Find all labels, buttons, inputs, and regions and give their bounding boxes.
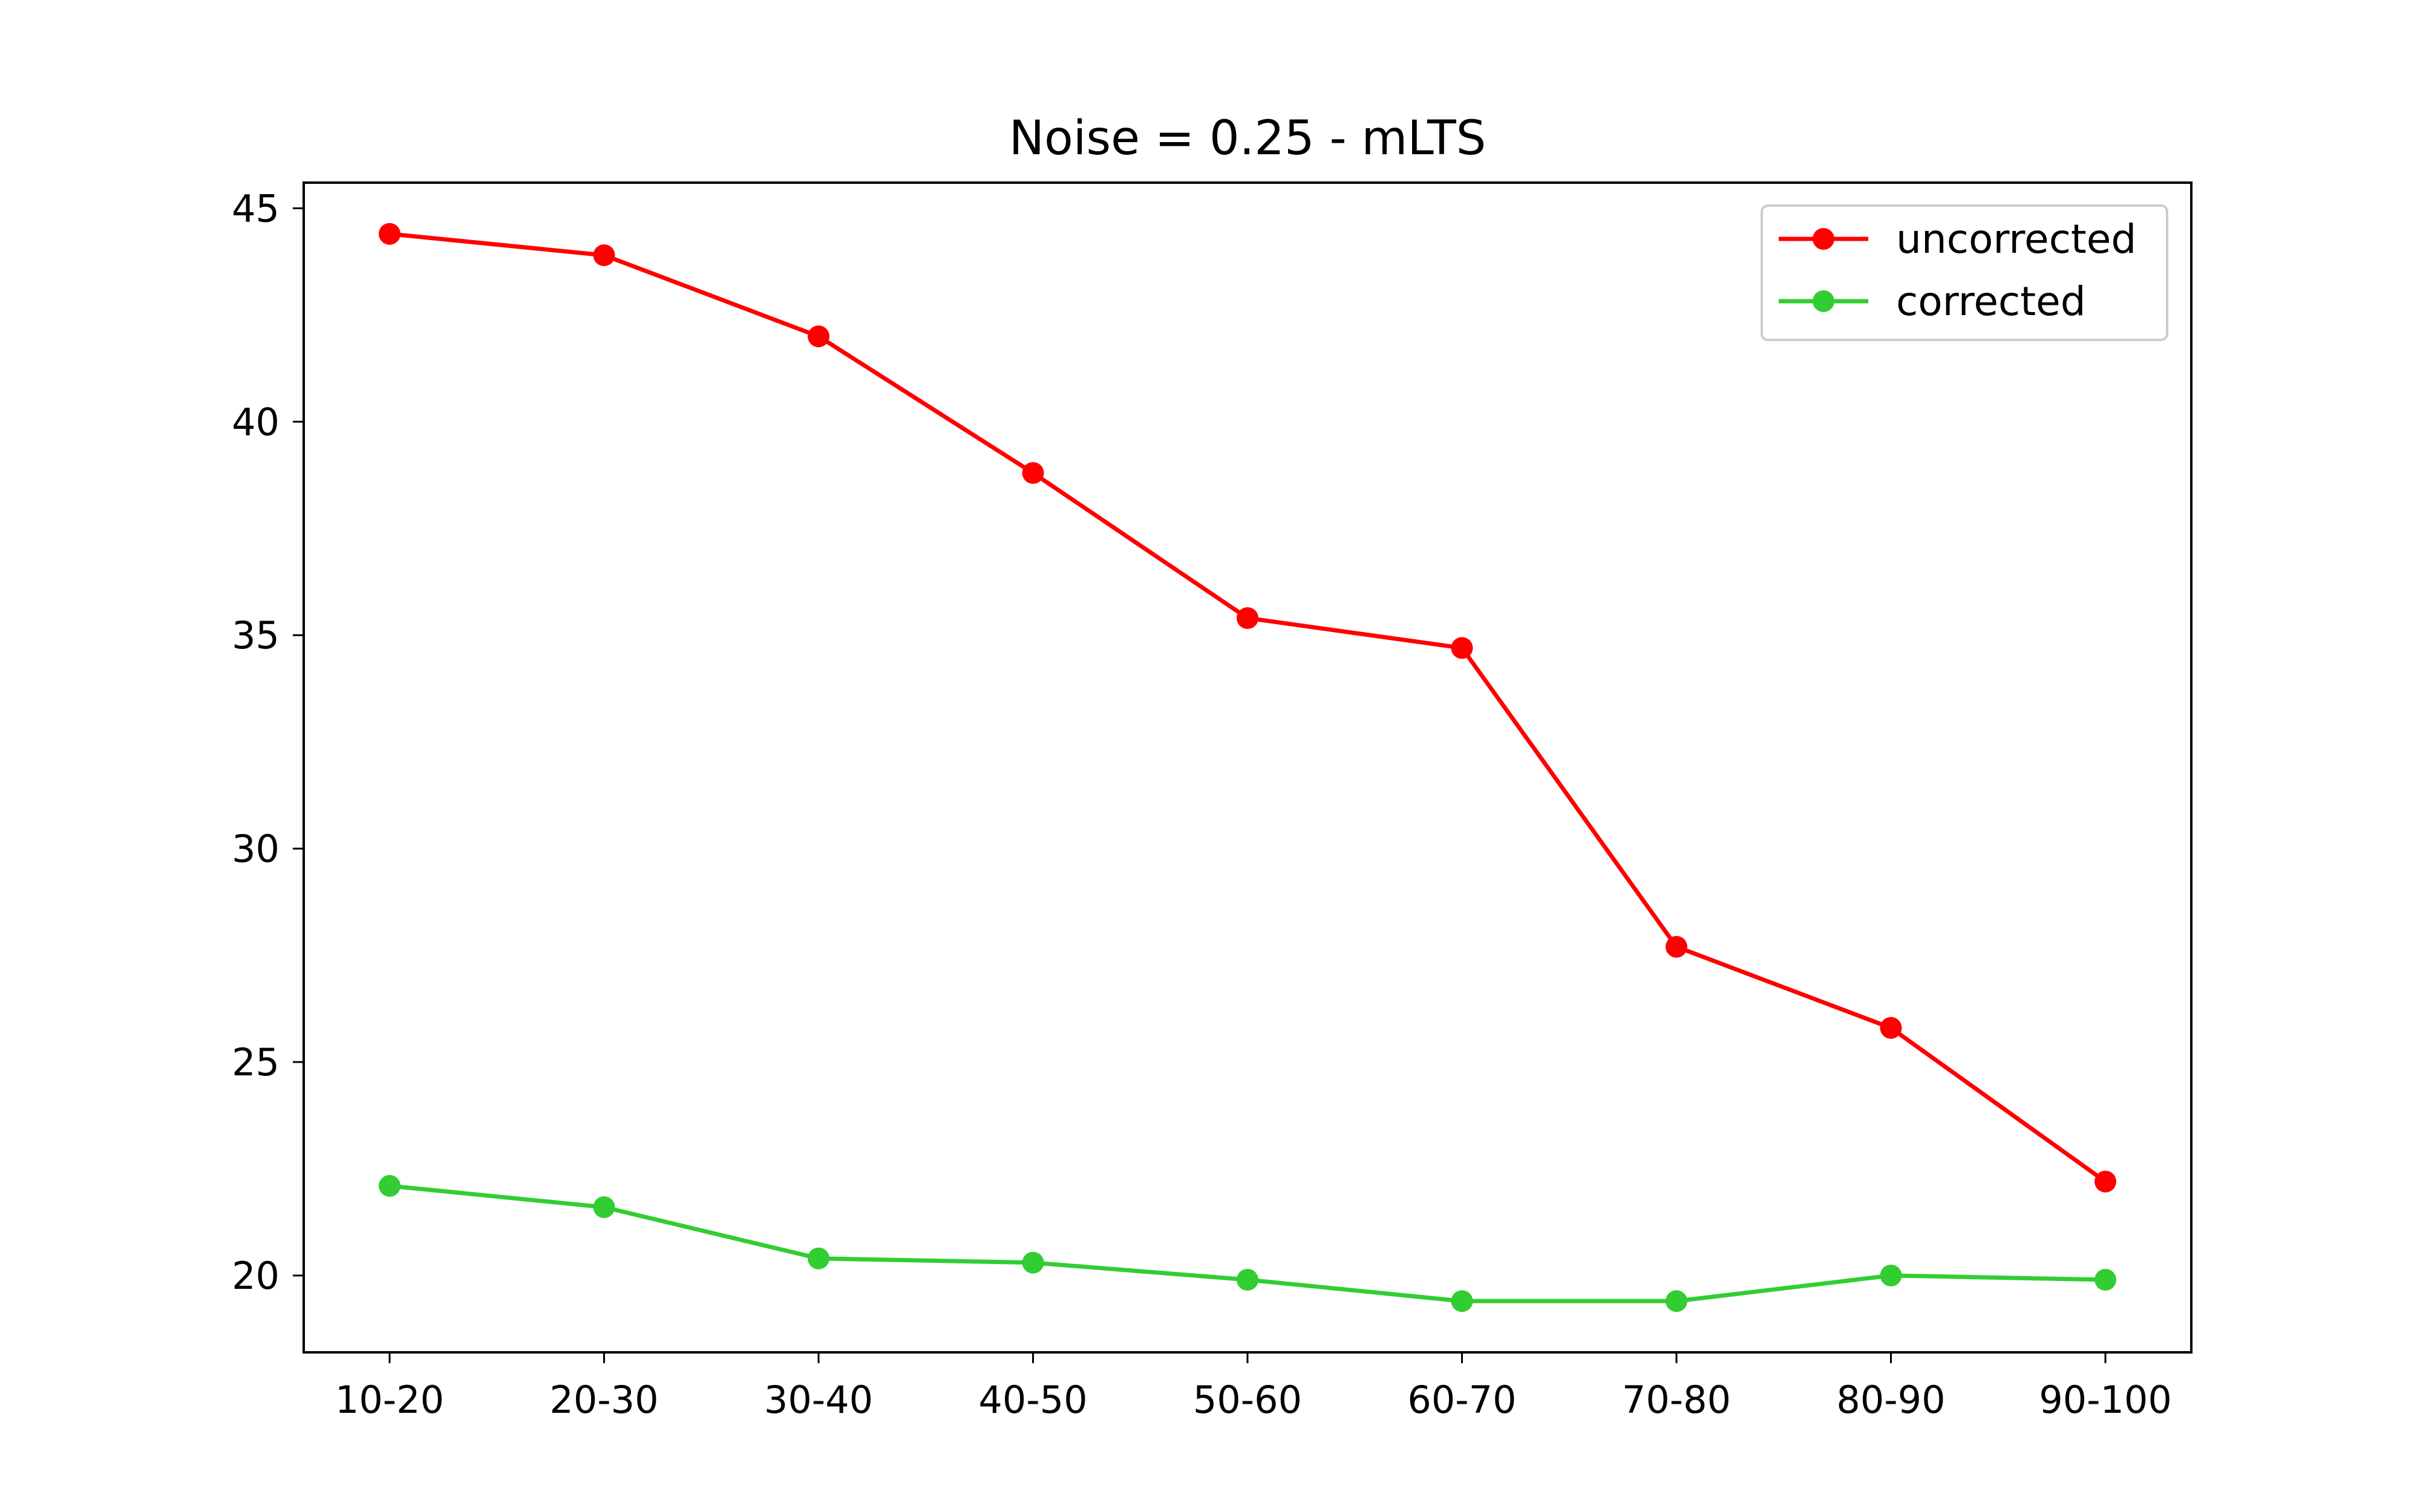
data-point-uncorrected <box>1237 607 1258 629</box>
x-tick-label: 90-100 <box>2039 1378 2172 1422</box>
data-point-uncorrected <box>808 325 829 348</box>
data-point-corrected <box>808 1247 829 1269</box>
legend-marker <box>1813 228 1834 250</box>
data-point-uncorrected <box>1666 936 1687 958</box>
x-tick-label: 60-70 <box>1407 1378 1516 1422</box>
data-point-corrected <box>379 1175 401 1197</box>
y-tick-label: 20 <box>232 1254 280 1298</box>
data-point-corrected <box>1666 1290 1687 1312</box>
data-point-corrected <box>1022 1251 1044 1274</box>
data-point-corrected <box>1880 1264 1902 1286</box>
x-tick-label: 20-30 <box>549 1378 658 1422</box>
data-point-uncorrected <box>1022 461 1044 484</box>
y-tick-label: 40 <box>232 400 280 444</box>
data-point-corrected <box>2095 1269 2116 1291</box>
data-point-corrected <box>1451 1290 1473 1312</box>
data-point-corrected <box>593 1196 615 1219</box>
legend-marker <box>1813 290 1834 312</box>
y-tick-label: 30 <box>232 827 280 871</box>
x-tick-label: 70-80 <box>1622 1378 1731 1422</box>
data-point-uncorrected <box>593 244 615 266</box>
legend-label: uncorrected <box>1896 216 2136 262</box>
legend: uncorrected corrected <box>1761 204 2168 341</box>
axes-layer: 10-20 20-30 30-40 40-50 50-60 60-70 70-80 80-90… <box>232 181 2193 1422</box>
y-tick-label: 45 <box>232 186 280 230</box>
y-tick-label: 25 <box>232 1040 280 1084</box>
data-point-uncorrected <box>1451 637 1473 659</box>
data-point-uncorrected <box>2095 1170 2116 1193</box>
chart-title: Noise = 0.25 - mLTS <box>1009 111 1486 166</box>
legend-label: corrected <box>1896 278 2086 325</box>
x-tick-label: 30-40 <box>764 1378 873 1422</box>
data-point-uncorrected <box>1880 1017 1902 1039</box>
x-tick-label: 10-20 <box>335 1378 444 1422</box>
data-point-uncorrected <box>379 223 401 245</box>
x-tick-label: 50-60 <box>1193 1378 1302 1422</box>
legend-entry-uncorrected: uncorrected <box>1779 216 2136 262</box>
x-tick-label: 40-50 <box>978 1378 1087 1422</box>
x-tick-label: 80-90 <box>1836 1378 1945 1422</box>
y-tick-label: 35 <box>232 613 280 657</box>
series-uncorrected <box>379 223 2116 1193</box>
series-layer <box>379 223 2116 1312</box>
legend-entry-corrected: corrected <box>1779 278 2086 325</box>
series-corrected <box>379 1175 2116 1312</box>
data-point-corrected <box>1237 1269 1258 1291</box>
